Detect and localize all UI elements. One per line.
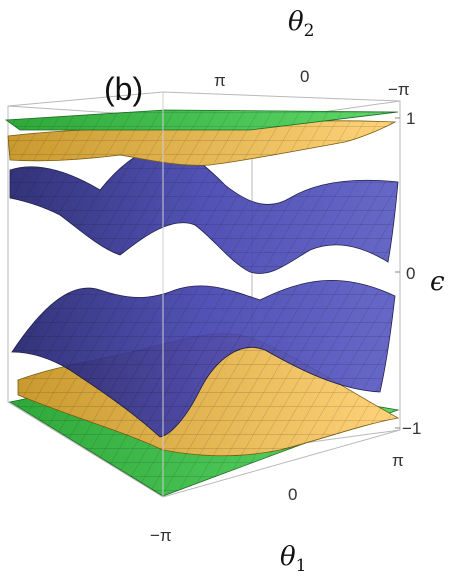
theta2-tick-0: 0	[300, 67, 309, 86]
theta1-tick-0: 0	[288, 485, 297, 504]
epsilon-tick-1: 1	[406, 109, 415, 128]
epsilon-axis	[395, 117, 400, 429]
theta2-tick-negpi: −π	[388, 80, 410, 99]
epsilon-tick-0: 0	[406, 264, 415, 283]
theta1-tick-negpi: −π	[150, 526, 172, 545]
panel-label: (b)	[104, 71, 143, 107]
theta2-axis-label: θ2	[288, 7, 314, 41]
theta1-axis-label: θ1	[280, 542, 306, 576]
surface-lower-blue	[11, 280, 396, 438]
surface-top-green	[4, 109, 399, 131]
theta1-tick-pi: π	[392, 451, 404, 470]
epsilon-tick-neg1: −1	[402, 419, 421, 438]
theta2-tick-pi: π	[214, 71, 226, 90]
epsilon-axis-label: ϵ	[430, 267, 445, 297]
